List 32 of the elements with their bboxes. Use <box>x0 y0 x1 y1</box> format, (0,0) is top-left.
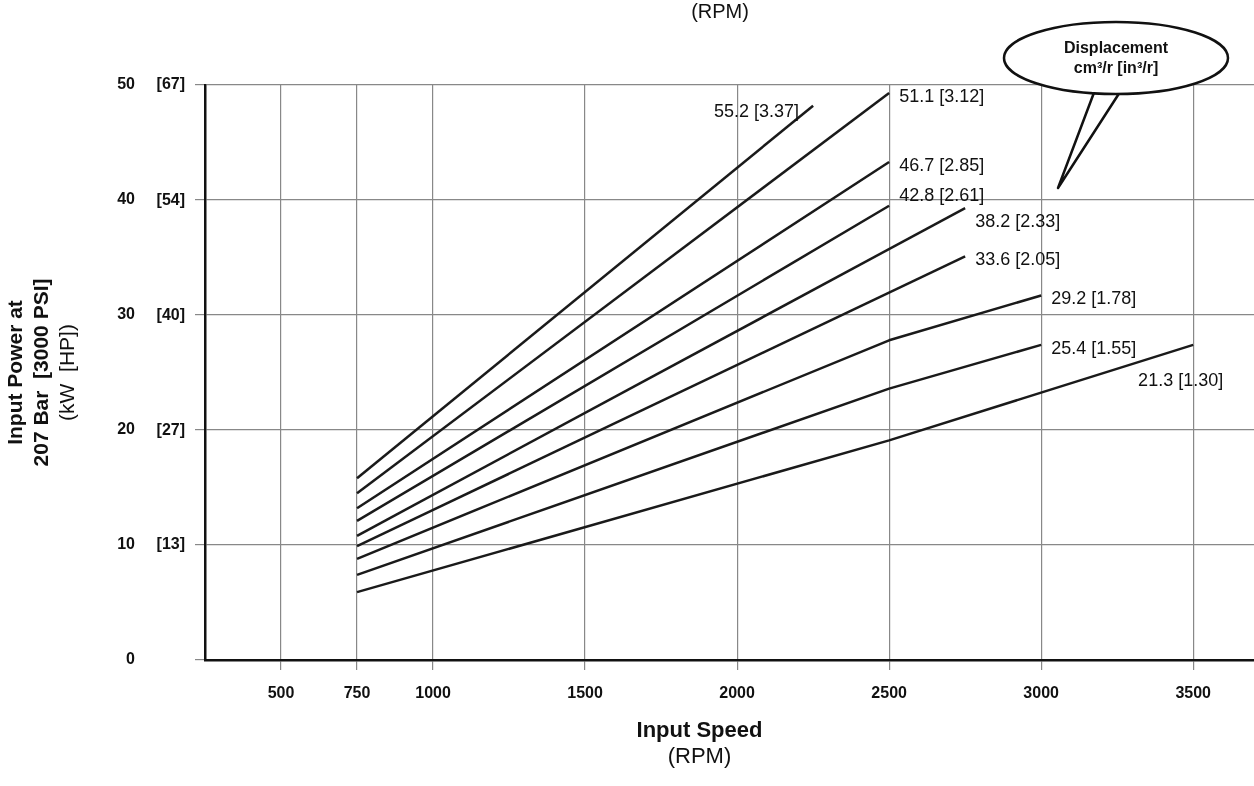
x-tick-label: 1000 <box>415 684 451 702</box>
y-axis-title: Input Power at 207 Bar [3000 PSI] (kW [HP]) <box>2 278 78 467</box>
series-label: 29.2 [1.78] <box>1051 288 1137 309</box>
speech-bubble: Displacement cm³/r [in³/r] <box>1000 18 1232 194</box>
y-tick-label: 20 <box>117 420 136 438</box>
series-label: 55.2 [3.37] <box>714 100 800 121</box>
series-label: 42.8 [2.61] <box>899 184 985 205</box>
x-tick-label: 750 <box>343 684 371 702</box>
series-label: 51.1 [3.12] <box>899 86 985 107</box>
series-label: 38.2 [2.33] <box>975 211 1061 232</box>
y2-tick-label: [13] <box>156 535 185 553</box>
y-tick-label: 50 <box>117 75 136 93</box>
chart-title: (RPM) <box>691 0 749 22</box>
series-label: 33.6 [2.05] <box>975 249 1061 270</box>
series-label: 25.4 [1.55] <box>1051 337 1137 358</box>
y2-tick-label: [54] <box>156 190 185 208</box>
x-axis-title: Input Speed (RPM) <box>636 717 763 769</box>
y2-tick-label: [67] <box>156 75 185 93</box>
y2-tick-label: [27] <box>156 420 185 438</box>
x-tick-label: 3000 <box>1023 684 1060 702</box>
y-tick-label: 10 <box>117 535 136 553</box>
x-tick-label: 2000 <box>719 684 755 702</box>
series-label: 46.7 [2.85] <box>899 155 985 176</box>
y-tick-label: 40 <box>117 190 136 208</box>
x-tick-label: 500 <box>267 684 295 702</box>
x-tick-label: 1500 <box>567 684 603 702</box>
y-tick-label: 0 <box>126 650 136 668</box>
x-tick-label: 2500 <box>871 684 908 702</box>
x-tick-label: 3500 <box>1175 684 1212 702</box>
series-label: 21.3 [1.30] <box>1138 369 1224 390</box>
y2-tick-label: [40] <box>156 305 185 323</box>
y-tick-label: 30 <box>117 305 136 323</box>
